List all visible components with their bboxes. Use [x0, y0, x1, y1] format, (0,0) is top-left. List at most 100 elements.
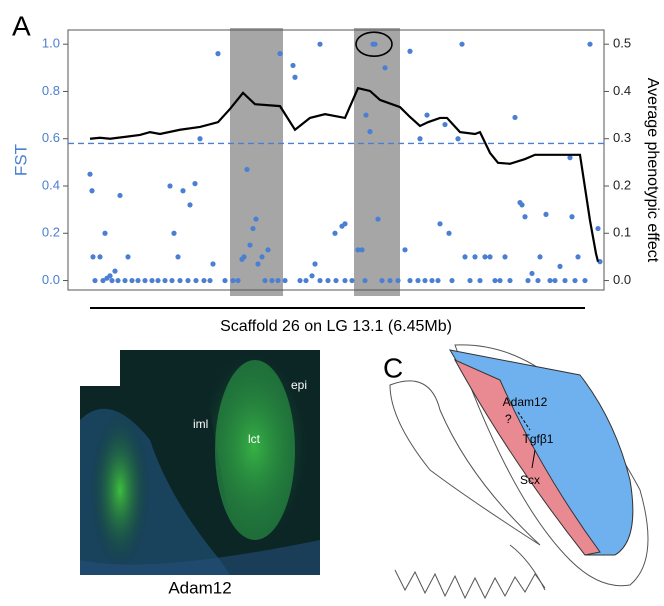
highlight-circle: [355, 31, 393, 57]
fst-point: [277, 51, 283, 57]
fst-point: [349, 277, 355, 284]
fst-point: [265, 247, 271, 253]
fst-point: [309, 273, 315, 279]
fst-point: [415, 277, 421, 284]
fst-point: [372, 41, 378, 47]
fst-point: [459, 41, 465, 47]
fst-point: [342, 277, 348, 284]
fst-point: [395, 277, 401, 284]
fst-point: [177, 277, 183, 284]
fst-point: [115, 277, 121, 284]
fst-point: [167, 183, 173, 189]
fst-point: [192, 181, 198, 187]
diagram-label: Scx: [520, 473, 540, 487]
fst-point: [582, 277, 588, 284]
fst-point: [362, 277, 368, 284]
fst-point: [435, 277, 441, 284]
fst-point: [241, 254, 247, 260]
fst-point: [100, 277, 106, 284]
fst-point: [375, 216, 381, 222]
fst-point: [462, 254, 468, 260]
fst-point: [424, 112, 430, 118]
fst-point: [442, 121, 448, 128]
fst-point: [230, 277, 236, 284]
fst-point: [162, 277, 168, 284]
fst-point: [342, 221, 348, 227]
effect-line: [89, 86, 600, 262]
fst-point: [367, 129, 373, 135]
y2-tick-label: 0.2: [613, 177, 631, 192]
image-label: epi: [291, 378, 307, 392]
fst-point: [382, 65, 388, 71]
fst-point: [90, 254, 96, 260]
y-tick-label: 0.2: [42, 225, 60, 240]
fst-point: [537, 254, 543, 260]
diagram-label: ?: [505, 412, 512, 426]
fst-point: [185, 277, 191, 284]
fst-point: [149, 277, 155, 284]
fst-point: [275, 277, 281, 284]
fst-point: [250, 225, 256, 232]
fst-point: [359, 247, 365, 253]
fst-point: [180, 188, 186, 194]
fst-point: [402, 247, 408, 253]
y-axis-label: FST: [11, 144, 30, 176]
fst-point: [197, 136, 203, 142]
fst-point: [422, 277, 428, 284]
fst-point: [255, 261, 261, 267]
fst-point: [292, 74, 298, 80]
fst-point: [187, 202, 193, 208]
fst-point: [135, 277, 141, 284]
fst-point: [222, 277, 228, 284]
fst-point: [244, 166, 250, 173]
fst-point: [297, 277, 303, 284]
y-tick-label: 0.6: [42, 130, 60, 145]
fst-point: [562, 277, 568, 284]
fst-point: [333, 277, 339, 284]
fst-point: [253, 216, 259, 222]
fst-point: [455, 136, 461, 142]
fst-point: [437, 221, 443, 227]
fst-point: [567, 155, 573, 161]
chart: 0.0 0.2 0.4 0.6 0.8 1.0 0.0 0.1 0.2 0.3 0.4 0.5 Scaf…: [11, 28, 661, 335]
fst-point: [547, 277, 553, 284]
fst-point: [97, 254, 103, 260]
x-axis-label: Scaffold 26 on LG 13.1 (6.45Mb): [220, 318, 452, 335]
fst-point: [210, 261, 216, 267]
fst-point: [325, 277, 331, 284]
highlight-band: [230, 28, 283, 296]
fst-point: [552, 277, 558, 284]
fst-point: [312, 261, 318, 267]
fst-point: [201, 277, 207, 284]
image-label: lct: [248, 432, 261, 446]
y-tick-label: 0.0: [42, 272, 60, 287]
fst-point: [497, 277, 503, 284]
fst-point: [215, 51, 221, 57]
image-caption: Adam12: [168, 578, 231, 597]
fst-point: [363, 112, 369, 118]
fst-point: [492, 277, 498, 284]
fst-point: [482, 254, 488, 260]
fst-point: [169, 277, 175, 284]
fst-point: [379, 277, 385, 284]
fst-point: [557, 263, 563, 269]
y2-tick-label: 0.0: [613, 272, 631, 287]
fst-point: [89, 188, 95, 194]
diagram-label: Tgfβ1: [523, 432, 554, 446]
fst-point: [107, 273, 113, 279]
fst-point: [155, 277, 161, 284]
fst-point: [522, 214, 528, 220]
fst-point: [543, 211, 549, 217]
fst-point: [262, 277, 268, 284]
y2-tick-label: 0.1: [613, 225, 631, 240]
fst-point: [317, 41, 323, 47]
fst-point: [317, 277, 323, 284]
fst-point: [417, 136, 423, 142]
fst-point: [472, 254, 478, 260]
fst-point: [125, 254, 131, 260]
micrograph: epi iml lct Adam12: [80, 350, 320, 597]
fst-point: [171, 230, 177, 236]
fst-point: [446, 230, 452, 236]
fst-point: [142, 277, 148, 284]
